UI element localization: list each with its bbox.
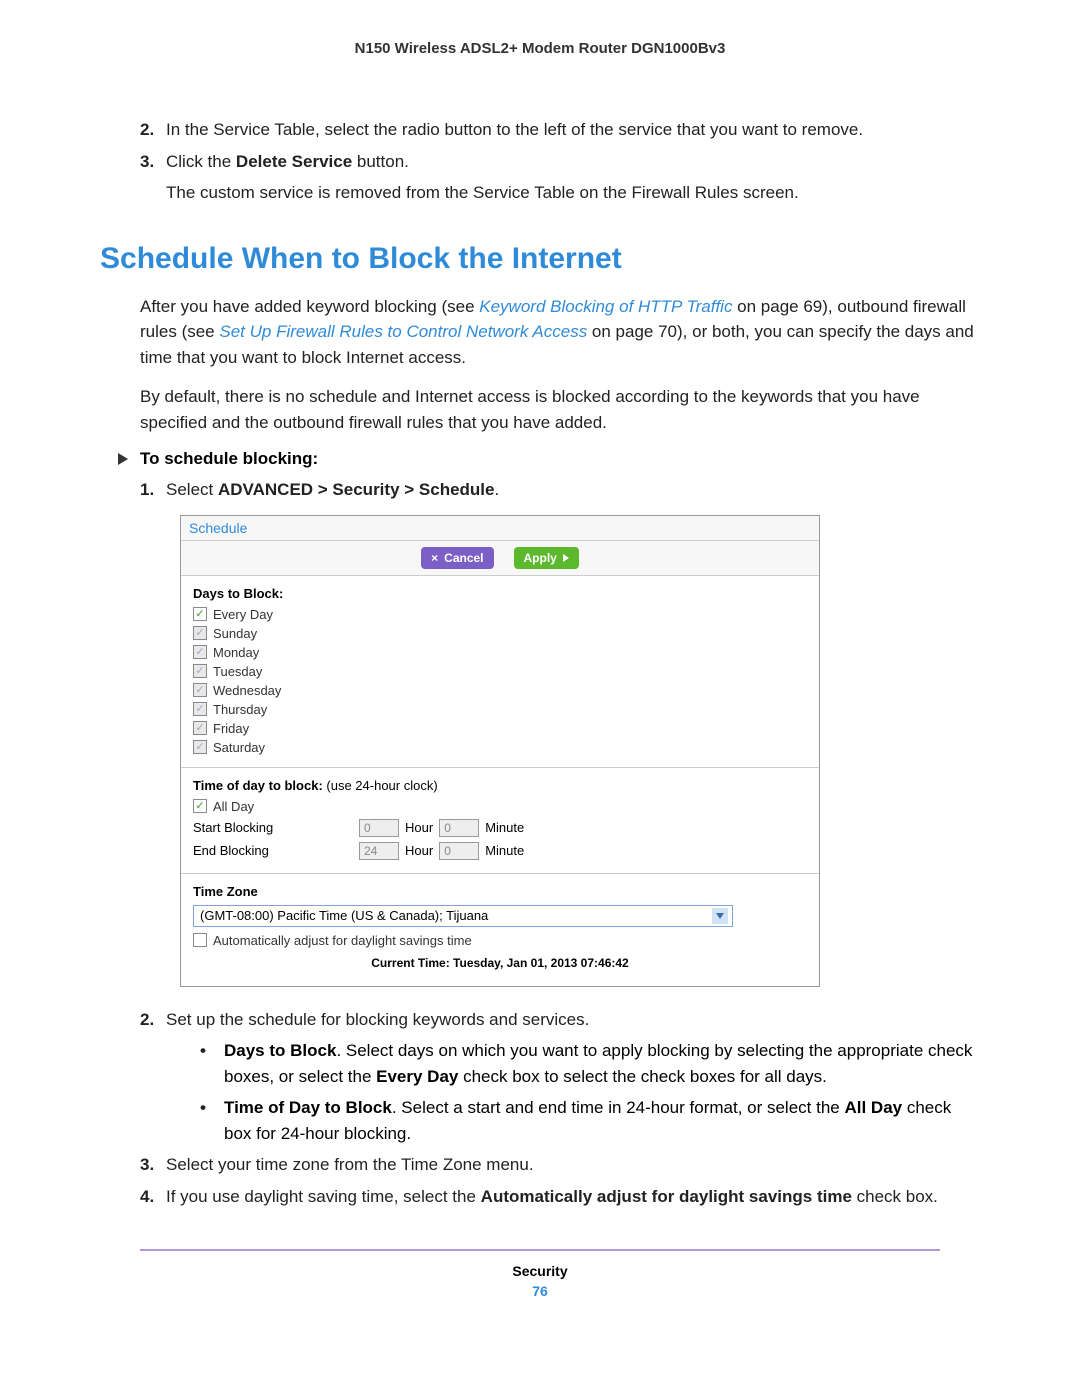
step-text: Click the Delete Service button. xyxy=(166,149,980,175)
apply-button[interactable]: Apply xyxy=(514,547,579,569)
checkbox-label: Saturday xyxy=(213,740,265,755)
tuesday-checkbox[interactable] xyxy=(193,664,207,678)
checkbox-label: Monday xyxy=(213,645,259,660)
minute-label: Minute xyxy=(485,843,524,858)
text: check box to select the check boxes for … xyxy=(458,1067,827,1086)
days-to-block-label: Days to Block: xyxy=(193,586,807,601)
friday-checkbox[interactable] xyxy=(193,721,207,735)
text: . xyxy=(494,480,499,499)
text: check box. xyxy=(852,1187,938,1206)
schedule-screenshot: Schedule × Cancel Apply Days to Block: E… xyxy=(180,515,820,987)
text: After you have added keyword blocking (s… xyxy=(140,297,479,316)
button-label: Apply xyxy=(524,551,557,565)
footer-section: Security xyxy=(100,1263,980,1279)
bold-term: Automatically adjust for daylight saving… xyxy=(481,1187,852,1206)
text: Click the xyxy=(166,152,236,171)
hour-label: Hour xyxy=(405,843,433,858)
hour-label: Hour xyxy=(405,820,433,835)
step-number: 2. xyxy=(140,1007,166,1033)
button-label: Cancel xyxy=(444,551,483,565)
text: Select xyxy=(166,480,218,499)
bold-term: Days to Block xyxy=(224,1041,336,1060)
text: button. xyxy=(352,152,409,171)
section-heading: Schedule When to Block the Internet xyxy=(100,242,980,276)
text: . Select a start and end time in 24-hour… xyxy=(392,1098,845,1117)
monday-checkbox[interactable] xyxy=(193,645,207,659)
start-minute-input[interactable]: 0 xyxy=(439,819,479,837)
bold-term: Delete Service xyxy=(236,152,352,171)
label-hint: (use 24-hour clock) xyxy=(323,778,438,793)
end-blocking-label: End Blocking xyxy=(193,843,353,858)
step-text: In the Service Table, select the radio b… xyxy=(166,117,980,143)
allday-checkbox[interactable] xyxy=(193,799,207,813)
page-header: N150 Wireless ADSL2+ Modem Router DGN100… xyxy=(100,40,980,57)
close-icon: × xyxy=(431,551,438,565)
step-text: Select ADVANCED > Security > Schedule. xyxy=(166,477,980,503)
thursday-checkbox[interactable] xyxy=(193,702,207,716)
bullet-icon: • xyxy=(200,1095,224,1146)
checkbox-label: Friday xyxy=(213,721,249,736)
panel-title: Schedule xyxy=(181,516,819,541)
step-result: The custom service is removed from the S… xyxy=(166,180,980,206)
procedure-title: To schedule blocking: xyxy=(140,449,318,469)
checkbox-label: Sunday xyxy=(213,626,257,641)
paragraph: By default, there is no schedule and Int… xyxy=(140,384,980,435)
checkbox-label: Tuesday xyxy=(213,664,262,679)
checkbox-label: Thursday xyxy=(213,702,267,717)
step-text: If you use daylight saving time, select … xyxy=(166,1184,980,1210)
checkbox-label: All Day xyxy=(213,799,254,814)
step-number: 2. xyxy=(140,117,166,143)
start-blocking-label: Start Blocking xyxy=(193,820,353,835)
step-text: Set up the schedule for blocking keyword… xyxy=(166,1007,980,1033)
bullet-text: Time of Day to Block. Select a start and… xyxy=(224,1095,980,1146)
timezone-select[interactable]: (GMT-08:00) Pacific Time (US & Canada); … xyxy=(193,905,733,927)
chevron-down-icon xyxy=(712,908,728,924)
label-text: Time of day to block: xyxy=(193,778,323,793)
minute-label: Minute xyxy=(485,820,524,835)
checkbox-label: Every Day xyxy=(213,607,273,622)
bold-term: All Day xyxy=(844,1098,902,1117)
checkbox-label: Wednesday xyxy=(213,683,281,698)
end-hour-input[interactable]: 24 xyxy=(359,842,399,860)
step-text: Select your time zone from the Time Zone… xyxy=(166,1152,980,1178)
timezone-value: (GMT-08:00) Pacific Time (US & Canada); … xyxy=(200,908,488,923)
current-time-label: Current Time: Tuesday, Jan 01, 2013 07:4… xyxy=(193,952,807,978)
saturday-checkbox[interactable] xyxy=(193,740,207,754)
footer-page-number: 76 xyxy=(100,1283,980,1299)
triangle-bullet-icon xyxy=(118,453,128,465)
bold-term: Every Day xyxy=(376,1067,458,1086)
bullet-text: Days to Block. Select days on which you … xyxy=(224,1038,980,1089)
wednesday-checkbox[interactable] xyxy=(193,683,207,697)
cancel-button[interactable]: × Cancel xyxy=(421,547,493,569)
xref-link[interactable]: Keyword Blocking of HTTP Traffic xyxy=(479,297,732,316)
everyday-checkbox[interactable] xyxy=(193,607,207,621)
time-of-day-label: Time of day to block: (use 24-hour clock… xyxy=(193,778,807,793)
bold-term: Time of Day to Block xyxy=(224,1098,392,1117)
step-number: 4. xyxy=(140,1184,166,1210)
bold-term: ADVANCED > Security > Schedule xyxy=(218,480,495,499)
bullet-icon: • xyxy=(200,1038,224,1089)
timezone-label: Time Zone xyxy=(193,884,807,899)
paragraph: After you have added keyword blocking (s… xyxy=(140,294,980,371)
step-number: 3. xyxy=(140,149,166,175)
footer-divider xyxy=(140,1249,940,1251)
step-number: 1. xyxy=(140,477,166,503)
xref-link[interactable]: Set Up Firewall Rules to Control Network… xyxy=(219,322,587,341)
text: If you use daylight saving time, select … xyxy=(166,1187,481,1206)
sunday-checkbox[interactable] xyxy=(193,626,207,640)
end-minute-input[interactable]: 0 xyxy=(439,842,479,860)
step-number: 3. xyxy=(140,1152,166,1178)
dst-checkbox[interactable] xyxy=(193,933,207,947)
start-hour-input[interactable]: 0 xyxy=(359,819,399,837)
arrow-right-icon xyxy=(563,554,569,562)
checkbox-label: Automatically adjust for daylight saving… xyxy=(213,933,472,948)
